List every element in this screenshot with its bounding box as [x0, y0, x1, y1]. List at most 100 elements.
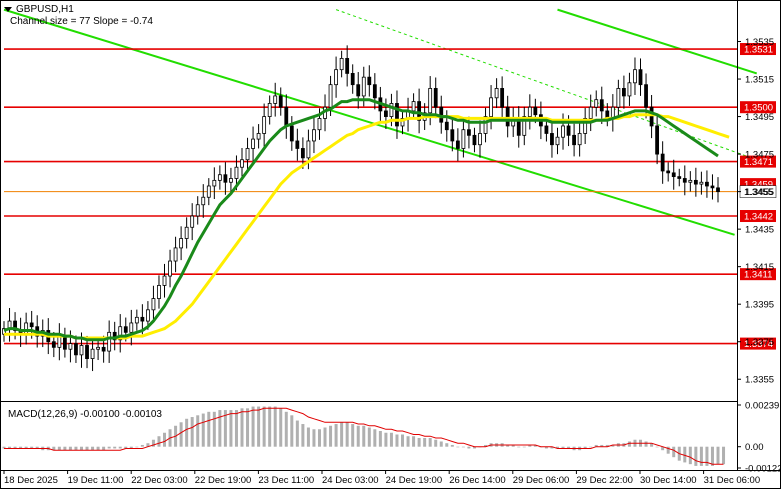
x-tick-label: 23 Dec 11:00: [258, 475, 314, 486]
moving-averages: [3, 98, 730, 342]
candle-body: [671, 172, 676, 178]
macd-bar: [589, 446, 593, 448]
candle-body: [655, 125, 660, 155]
macd-bar: [19, 446, 23, 449]
candle-body: [101, 346, 106, 352]
macd-tick-label: -0.00122: [745, 464, 781, 475]
y-tick-label: 1.3395: [745, 300, 774, 311]
candle-body: [561, 125, 565, 138]
candle-body: [583, 118, 588, 134]
y-tick-label: 1.3515: [745, 75, 774, 86]
macd-panel: 0.00239 0.00 -0.00122: [2, 401, 781, 475]
candle-body: [649, 106, 654, 127]
macd-bar: [118, 446, 122, 449]
candle-body: [472, 134, 477, 146]
macd-bar: [439, 441, 443, 447]
macd-tick-label: 0.00239: [745, 401, 779, 412]
macd-bar: [710, 446, 714, 466]
candle-body: [389, 103, 394, 117]
symbol-label: GBPUSD,H1: [16, 4, 74, 15]
level-tag: [740, 268, 776, 281]
candle-body: [251, 138, 255, 149]
macd-bar: [655, 446, 659, 448]
support-resistance-levels: 1.3531 1.3500 1.3471 1.3442 1.3411 1.3374 1.34…: [4, 43, 777, 350]
macd-label: MACD(12,26,9) -0.00100 -0.00103: [8, 409, 162, 420]
y-tick-label: 1.3455: [745, 187, 774, 198]
candle-body: [195, 204, 200, 217]
x-tick-label: 29 Dec 06:00: [513, 475, 570, 486]
candle-body: [179, 238, 184, 249]
macd-bar: [240, 408, 244, 447]
candle-body: [450, 129, 455, 142]
y-tick-label: 1.3435: [745, 225, 774, 236]
candle-body: [395, 103, 399, 127]
macd-bar: [151, 439, 155, 447]
level-tag: [740, 101, 776, 114]
macd-bar: [356, 425, 360, 447]
macd-bar: [672, 446, 676, 458]
level-label: 1.3531: [744, 45, 773, 56]
candle-body: [107, 331, 112, 352]
candle-body: [295, 140, 300, 149]
macd-bar: [472, 446, 476, 449]
macd-bar: [456, 446, 460, 448]
candle-body: [566, 125, 571, 136]
macd-bar: [661, 446, 665, 451]
candle-body: [90, 348, 95, 360]
candle-body: [212, 179, 217, 187]
ma-yellow-line: [4, 113, 730, 340]
candle-body: [677, 176, 682, 179]
candle-body: [262, 116, 267, 134]
candle-body: [710, 185, 715, 189]
macd-bar: [74, 446, 78, 451]
macd-bar: [24, 446, 28, 449]
macd-bar: [722, 446, 726, 465]
macd-bar: [650, 443, 654, 447]
y-tick-label: 1.3355: [745, 375, 774, 386]
y-tick-label: 1.3495: [745, 112, 774, 123]
hidden-price-label: 1.3459: [744, 180, 773, 191]
level-tag: [740, 155, 776, 168]
macd-bar: [484, 444, 488, 447]
candle-body: [51, 341, 56, 348]
macd-bar: [406, 436, 410, 447]
candle-body: [234, 166, 239, 179]
macd-bar: [52, 446, 56, 451]
macd-bar: [30, 446, 34, 449]
macd-bar: [694, 446, 698, 466]
level-tag: [740, 210, 776, 223]
candle-body: [361, 76, 366, 97]
triangle-down-icon[interactable]: [4, 7, 12, 12]
candle-body: [278, 95, 283, 108]
candle-body: [317, 118, 322, 131]
macd-bar: [594, 444, 598, 447]
candle-body: [384, 110, 388, 117]
candle-body: [123, 326, 128, 333]
macd-bar: [229, 410, 233, 447]
candle-body: [627, 82, 632, 97]
y-tick-label: 1.3375: [745, 337, 774, 348]
candle-body: [339, 58, 344, 71]
macd-bar: [196, 415, 200, 447]
candle-body: [644, 84, 648, 108]
macd-bar: [401, 434, 405, 447]
candle-body: [300, 148, 305, 159]
macd-bar: [450, 444, 454, 447]
level-label: 1.3411: [744, 270, 772, 281]
candle-body: [201, 196, 206, 206]
candle-body: [489, 97, 493, 117]
candle-body: [350, 73, 355, 86]
macd-bar: [135, 446, 139, 448]
macd-bar: [522, 446, 526, 448]
macd-bar: [367, 427, 371, 447]
macd-bar: [528, 444, 532, 447]
macd-bar: [699, 446, 703, 466]
candle-body: [494, 88, 499, 99]
level-tag: [740, 43, 776, 56]
candle-body: [660, 153, 665, 172]
macd-bar: [218, 410, 222, 447]
macd-bar: [666, 446, 670, 454]
ma-green-line: [3, 98, 719, 342]
candle-body: [146, 309, 150, 322]
macd-bar: [234, 410, 238, 447]
